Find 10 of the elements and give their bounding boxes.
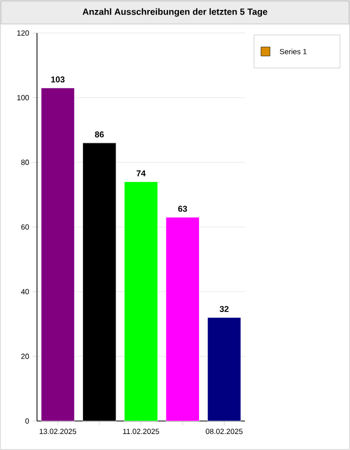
data-label: 32 [220, 306, 229, 312]
bar [166, 217, 200, 422]
data-label: 86 [94, 131, 104, 138]
data-label: 74 [136, 170, 146, 176]
bar [207, 317, 242, 422]
chart-title: Anzahl Ausschreibungen der letzten 5 Tage [82, 8, 268, 17]
bar [124, 182, 158, 422]
data-label: 103 [51, 76, 65, 82]
data-label: 63 [178, 206, 188, 212]
bar [40, 88, 75, 422]
